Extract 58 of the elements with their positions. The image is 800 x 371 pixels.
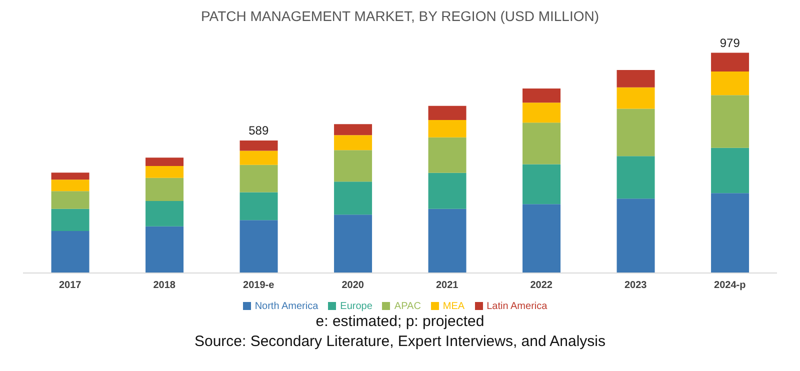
bar — [240, 220, 278, 273]
bar — [334, 214, 372, 273]
bar — [616, 70, 655, 88]
bar — [522, 122, 561, 164]
bar — [334, 135, 372, 150]
bar — [616, 87, 655, 109]
source-note: Source: Secondary Literature, Expert Interviews, and Analysis — [193, 332, 607, 352]
bar — [522, 102, 561, 123]
x-tick-label: 2020 — [342, 280, 364, 292]
bar — [334, 182, 372, 215]
bar — [51, 180, 90, 192]
bar — [51, 191, 90, 209]
legend-label: North America — [254, 301, 318, 312]
annotation: 589 — [248, 123, 269, 138]
bar — [51, 208, 90, 231]
bar — [711, 95, 750, 148]
x-tick-label: 2022 — [530, 280, 553, 292]
x-tick-label: 2018 — [153, 280, 176, 292]
x-tick-label: 2023 — [624, 280, 648, 292]
legend-label: APAC — [394, 301, 421, 312]
legend-label: Latin America — [486, 301, 548, 312]
bar — [146, 200, 184, 226]
bar — [711, 148, 750, 194]
bar — [428, 172, 466, 209]
bar — [711, 193, 750, 273]
bar — [51, 172, 90, 180]
bar — [334, 124, 372, 136]
bar — [240, 140, 278, 151]
bar — [616, 198, 655, 273]
annotation: 979 — [720, 36, 740, 50]
bar — [240, 192, 278, 220]
bar — [240, 164, 278, 192]
text: e: estimated; p: projected — [314, 312, 486, 332]
bar — [522, 204, 561, 273]
bar — [616, 108, 655, 156]
legend-label: Europe — [340, 301, 372, 312]
bar — [428, 208, 466, 273]
bar — [711, 52, 750, 72]
bar — [428, 106, 466, 120]
x-tick-label: 2021 — [436, 280, 459, 292]
legend-label: MEA — [442, 301, 465, 312]
bar — [146, 178, 184, 201]
bar — [522, 88, 561, 103]
bar — [616, 156, 655, 199]
bar — [522, 164, 561, 204]
bar — [428, 120, 466, 138]
x-tick-label: 2019-e — [243, 280, 275, 292]
bar — [711, 72, 750, 96]
x-tick-label: 2017 — [59, 280, 82, 292]
bar — [146, 158, 184, 166]
bar — [428, 137, 466, 173]
x-tick-label: 2024-p — [714, 280, 746, 292]
bar — [51, 230, 90, 273]
bar — [146, 166, 184, 178]
bar — [334, 150, 372, 182]
bar — [146, 226, 184, 273]
bar — [240, 150, 278, 165]
chart-title: PATCH MANAGEMENT MARKET, BY REGION (USD MILLION) — [200, 8, 600, 24]
